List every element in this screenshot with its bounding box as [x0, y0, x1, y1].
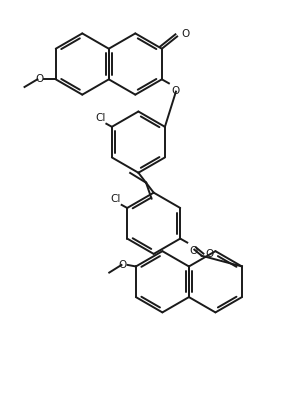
Text: O: O	[189, 246, 198, 256]
Text: Cl: Cl	[111, 194, 121, 204]
Text: O: O	[35, 74, 43, 84]
Text: O: O	[171, 86, 179, 96]
Text: O: O	[181, 29, 189, 39]
Text: O: O	[118, 260, 127, 270]
Text: O: O	[206, 249, 214, 259]
Text: Cl: Cl	[95, 113, 106, 123]
